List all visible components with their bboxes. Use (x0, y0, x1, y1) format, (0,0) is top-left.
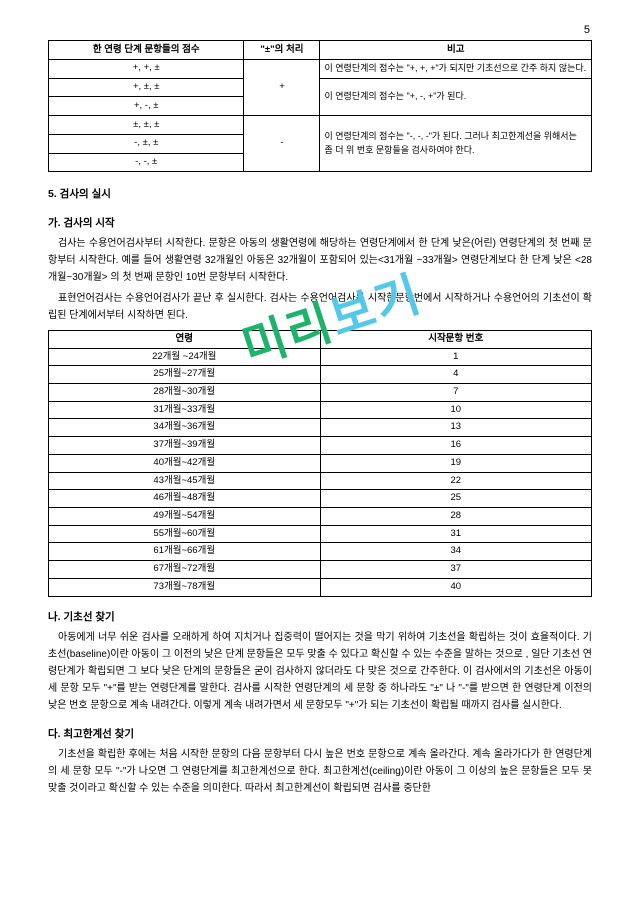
cell: 28 (320, 507, 592, 525)
cell: 28개월~30개월 (49, 383, 321, 401)
cell: 4 (320, 366, 592, 384)
cell: 40개월~42개월 (49, 454, 321, 472)
cell: 31 (320, 525, 592, 543)
table-row: ±, ±, ± - 이 연령단계의 점수는 "-, -, -"가 된다. 그러나… (49, 116, 592, 135)
col-header: "±"의 처리 (244, 41, 320, 60)
table-row: 연령 시작문항 번호 (49, 330, 592, 348)
cell: - (244, 116, 320, 172)
cell: 31개월~33개월 (49, 401, 321, 419)
cell: 7 (320, 383, 592, 401)
cell: 이 연령단계의 점수는 "-, -, -"가 된다. 그러나 최고한계선을 위해… (320, 116, 592, 172)
cell: 25개월~27개월 (49, 366, 321, 384)
age-table: 연령 시작문항 번호 22개월 ~24개월125개월~27개월428개월~30개… (48, 330, 592, 597)
cell: 이 연령단계의 점수는 "+, +, +"가 되지만 기초선으로 간주 하지 않… (320, 59, 592, 78)
table-row: +, ±, ± 이 연령단계의 점수는 "+, -, +"가 된다. (49, 78, 592, 97)
scoring-table: 한 연령 단계 문항들의 점수 "±"의 처리 비고 +, +, ± + 이 연… (48, 40, 592, 172)
cell: -, -, ± (49, 153, 244, 172)
cell: 22 (320, 472, 592, 490)
subsection-heading: 다. 최고한계선 찾기 (48, 726, 592, 742)
table-row: 34개월~36개월13 (49, 419, 592, 437)
table-row: 67개월~72개월37 (49, 561, 592, 579)
cell: 25 (320, 490, 592, 508)
cell: 34 (320, 543, 592, 561)
table-row: 55개월~60개월31 (49, 525, 592, 543)
cell: 61개월~66개월 (49, 543, 321, 561)
cell: 46개월~48개월 (49, 490, 321, 508)
cell: 37개월~39개월 (49, 437, 321, 455)
cell: 22개월 ~24개월 (49, 348, 321, 366)
cell: + (244, 59, 320, 115)
paragraph: 아동에게 너무 쉬운 검사를 오래하게 하여 지치거나 집중력이 떨어지는 것을… (48, 629, 592, 714)
cell: 1 (320, 348, 592, 366)
table-row: 28개월~30개월7 (49, 383, 592, 401)
table-row: 46개월~48개월25 (49, 490, 592, 508)
cell: 19 (320, 454, 592, 472)
cell: 55개월~60개월 (49, 525, 321, 543)
section-heading: 5. 검사의 실시 (48, 186, 592, 202)
table-row: 43개월~45개월22 (49, 472, 592, 490)
cell: +, +, ± (49, 59, 244, 78)
subsection-heading: 나. 기초선 찾기 (48, 609, 592, 625)
table-row: 40개월~42개월19 (49, 454, 592, 472)
col-header: 시작문항 번호 (320, 330, 592, 348)
cell: 16 (320, 437, 592, 455)
paragraph: 검사는 수용언어검사부터 시작한다. 문항은 아동의 생활연령에 해당하는 연령… (48, 235, 592, 286)
table-row: 61개월~66개월34 (49, 543, 592, 561)
table-row: +, +, ± + 이 연령단계의 점수는 "+, +, +"가 되지만 기초선… (49, 59, 592, 78)
cell: 이 연령단계의 점수는 "+, -, +"가 된다. (320, 78, 592, 115)
cell: +, ±, ± (49, 78, 244, 97)
table-row: 37개월~39개월16 (49, 437, 592, 455)
cell: 67개월~72개월 (49, 561, 321, 579)
paragraph: 표현언어검사는 수용언어검사가 끝난 후 실시한다. 검사는 수용언어검사를 시… (48, 290, 592, 324)
cell: -, ±, ± (49, 134, 244, 153)
cell: 13 (320, 419, 592, 437)
col-header: 비고 (320, 41, 592, 60)
page-number: 5 (584, 22, 590, 39)
cell: ±, ±, ± (49, 116, 244, 135)
cell: 37 (320, 561, 592, 579)
table-row: 25개월~27개월4 (49, 366, 592, 384)
table-row: 한 연령 단계 문항들의 점수 "±"의 처리 비고 (49, 41, 592, 60)
col-header: 한 연령 단계 문항들의 점수 (49, 41, 244, 60)
cell: 43개월~45개월 (49, 472, 321, 490)
cell: 49개월~54개월 (49, 507, 321, 525)
paragraph: 기초선을 확립한 후에는 처음 시작한 문항의 다음 문항부터 다시 높은 번호… (48, 746, 592, 797)
cell: 73개월~78개월 (49, 578, 321, 596)
cell: +, -, ± (49, 97, 244, 116)
cell: 10 (320, 401, 592, 419)
col-header: 연령 (49, 330, 321, 348)
subsection-heading: 가. 검사의 시작 (48, 215, 592, 231)
table-row: 49개월~54개월28 (49, 507, 592, 525)
table-row: 73개월~78개월40 (49, 578, 592, 596)
cell: 34개월~36개월 (49, 419, 321, 437)
table-row: 22개월 ~24개월1 (49, 348, 592, 366)
table-row: 31개월~33개월10 (49, 401, 592, 419)
cell: 40 (320, 578, 592, 596)
